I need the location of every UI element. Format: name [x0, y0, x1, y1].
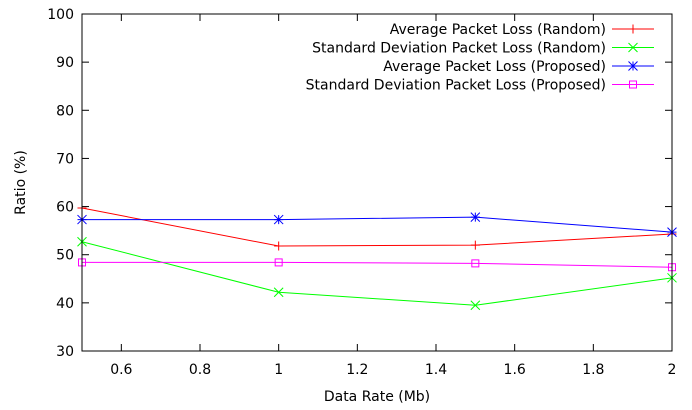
legend-swatch-marker: [628, 61, 638, 71]
series-2: [77, 236, 677, 311]
x-tick-label: 1: [274, 362, 283, 378]
x-tick-label: 1.4: [425, 362, 447, 378]
y-tick-label: 30: [56, 344, 74, 360]
x-tick-label: 1.8: [582, 362, 604, 378]
y-tick-label: 80: [56, 103, 74, 119]
legend-item: Standard Deviation Packet Loss (Random): [312, 41, 654, 57]
y-tick-label: 90: [56, 55, 74, 71]
data-point-marker: [470, 212, 481, 223]
data-point-marker: [273, 287, 284, 298]
legend-item: Standard Deviation Packet Loss (Proposed…: [306, 78, 654, 94]
legend-item: Average Packet Loss (Random): [390, 22, 654, 38]
legend-label: Standard Deviation Packet Loss (Proposed…: [306, 78, 606, 94]
legend-label: Average Packet Loss (Random): [390, 22, 606, 38]
legend-item: Average Packet Loss (Proposed): [383, 59, 654, 75]
data-point-marker: [273, 214, 284, 225]
legend-swatch-marker: [628, 24, 638, 34]
y-axis-label: Ratio (%): [13, 150, 29, 215]
plot-frame: [81, 13, 673, 352]
data-point-marker: [274, 241, 284, 251]
x-tick-label: 2: [668, 362, 677, 378]
series-1: [77, 203, 677, 251]
series-line: [81, 207, 673, 247]
data-point-marker: [274, 258, 283, 267]
x-tick-label: 0.8: [189, 362, 211, 378]
legend-label: Average Packet Loss (Proposed): [383, 59, 606, 75]
legend-swatch-marker: [628, 42, 638, 53]
y-tick-label: 40: [56, 296, 74, 312]
series-line: [82, 261, 673, 268]
x-tick-label: 0.6: [110, 362, 132, 378]
legend-swatch-marker: [629, 80, 637, 89]
legend-label: Standard Deviation Packet Loss (Random): [312, 41, 606, 57]
y-tick-label: 60: [56, 200, 74, 216]
x-axis-label: Data Rate (Mb): [324, 389, 430, 405]
y-tick-label: 100: [47, 7, 74, 23]
data-point-marker: [470, 300, 481, 311]
y-tick-label: 70: [56, 151, 74, 167]
series-line: [81, 241, 673, 306]
data-point-marker: [470, 240, 480, 250]
x-tick-label: 1.6: [504, 362, 526, 378]
series-line: [82, 216, 673, 233]
data-point-marker: [471, 259, 480, 268]
series-4: [78, 258, 676, 272]
legend: Average Packet Loss (Random) Standard Dev…: [306, 22, 654, 94]
x-tick-label: 1.2: [346, 362, 368, 378]
y-tick-label: 50: [56, 248, 74, 264]
